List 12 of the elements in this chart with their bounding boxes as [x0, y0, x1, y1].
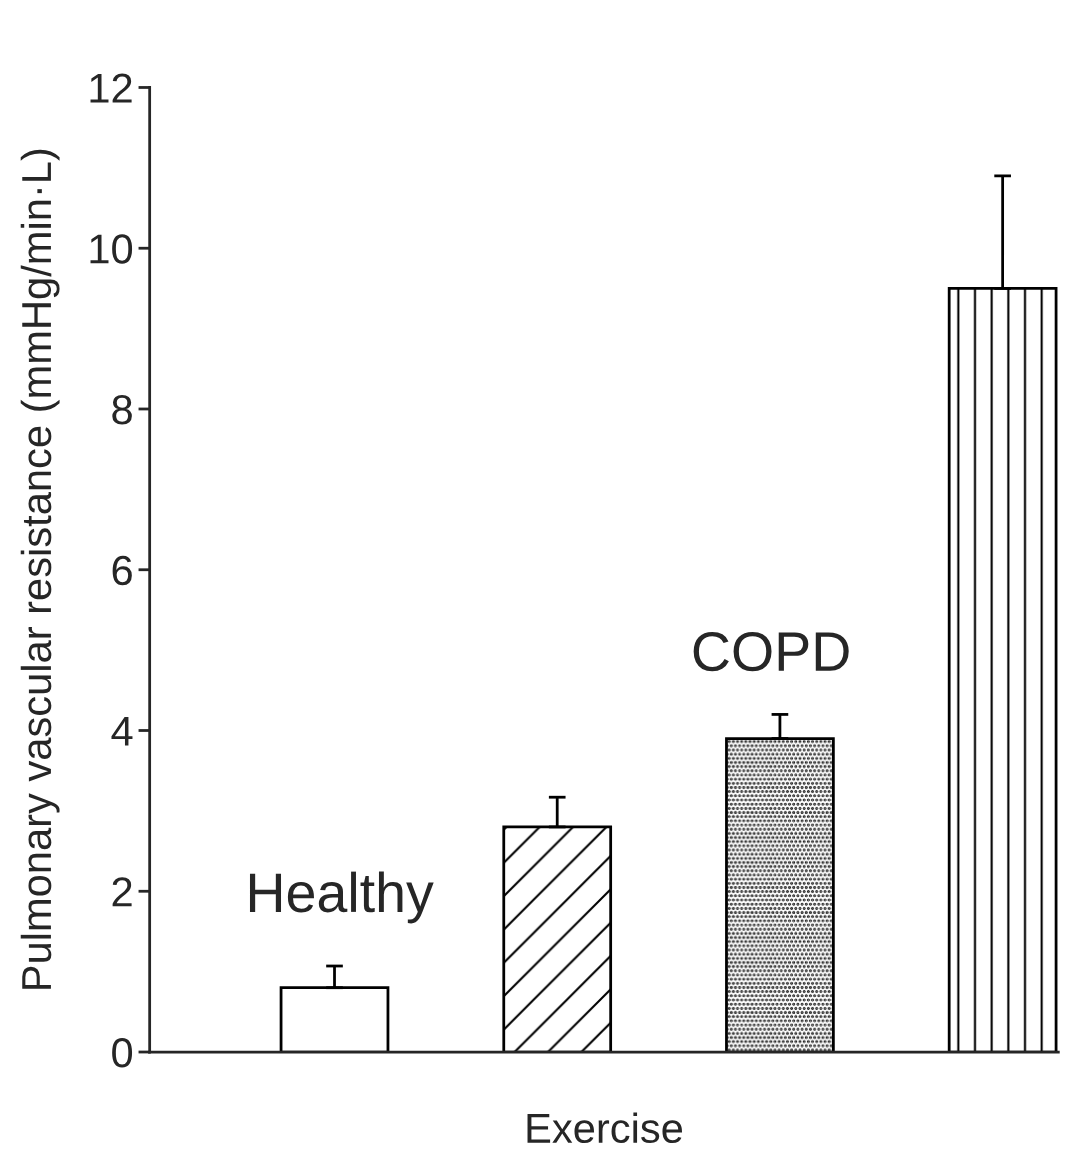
y-tick-label: 0: [112, 1038, 133, 1068]
y-tick-label: 12: [90, 73, 132, 103]
y-tick-label: 4: [111, 716, 133, 746]
y-axis-title: Pulmonary vascular resistance (mmHg/min·L): [20, 149, 60, 989]
y-tick-label: 2: [112, 877, 132, 907]
annotation: COPD: [693, 631, 849, 672]
x-axis-title: Exercise: [527, 1112, 683, 1144]
y-tick-label: 8: [112, 394, 132, 425]
y-tick-label: 6: [112, 555, 132, 586]
bar: [279, 986, 390, 1053]
y-tick-label: 10: [90, 234, 133, 264]
annotation: Healthy: [249, 871, 434, 924]
